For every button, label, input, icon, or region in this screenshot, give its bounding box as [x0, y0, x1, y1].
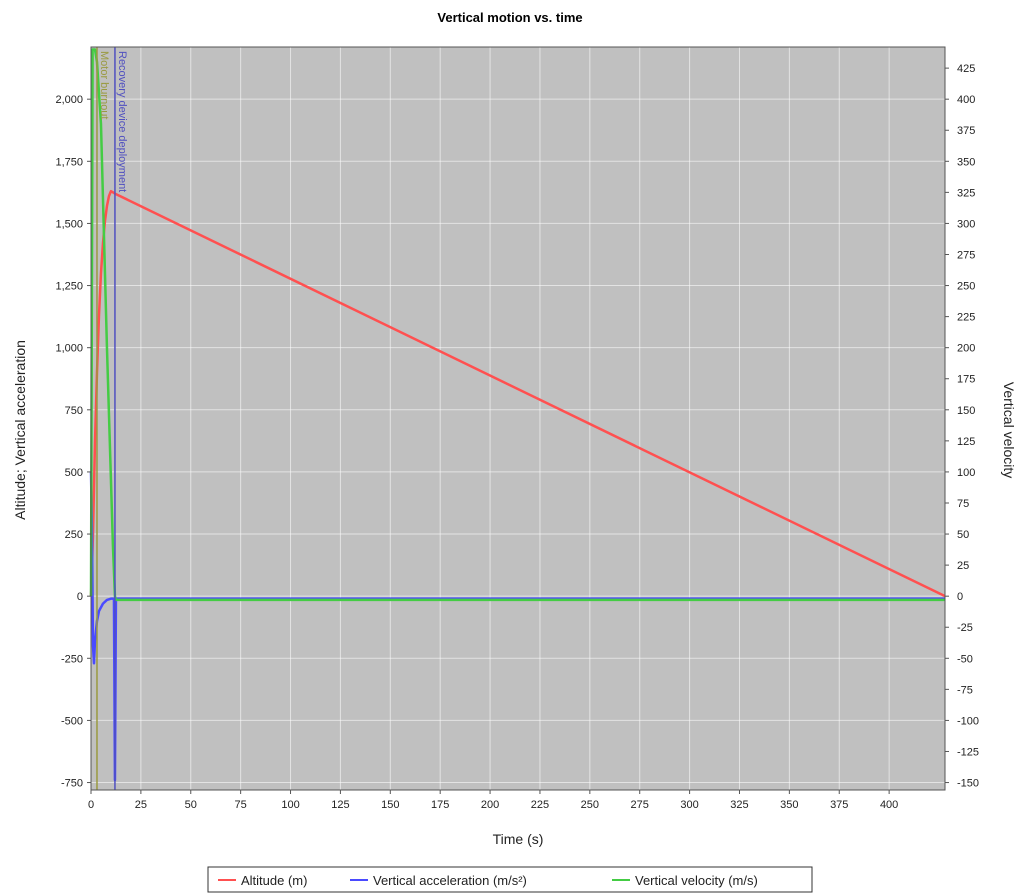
event-motor-burnout-label: Motor burnout — [98, 51, 110, 119]
legend-label-velocity: Vertical velocity (m/s) — [635, 873, 758, 888]
x-tick-label: 75 — [235, 799, 247, 811]
legend-label-altitude: Altitude (m) — [241, 873, 307, 888]
y-right-tick-label: 100 — [957, 467, 975, 479]
y-right-tick-label: 25 — [957, 560, 969, 572]
y-right-tick-label: -25 — [957, 622, 973, 634]
y-right-tick-label: 425 — [957, 63, 975, 75]
y-right-tick-label: 325 — [957, 187, 975, 199]
x-tick-label: 275 — [631, 799, 649, 811]
y-right-tick-label: 300 — [957, 218, 975, 230]
y-right-tick-label: -75 — [957, 684, 973, 696]
y-right-tick-label: -100 — [957, 715, 979, 727]
x-tick-label: 325 — [730, 799, 748, 811]
y-left-tick-label: 2,000 — [55, 94, 83, 106]
plot-frame — [90, 46, 946, 791]
x-tick-label: 100 — [281, 799, 299, 811]
legend: Altitude (m) Vertical acceleration (m/s²… — [207, 866, 813, 893]
y-right-tick-label: -150 — [957, 778, 979, 790]
chart-title: Vertical motion vs. time — [437, 10, 582, 25]
y-right-tick-label: 275 — [957, 249, 975, 261]
y-left-tick-label: 500 — [65, 467, 83, 479]
y-left-tick-label: -750 — [61, 778, 83, 790]
y-right-tick-label: 250 — [957, 281, 975, 293]
y-right-tick-label: -125 — [957, 746, 979, 758]
x-tick-label: 0 — [88, 799, 94, 811]
y-left-tick-label: 1,250 — [55, 281, 83, 293]
x-tick-label: 125 — [331, 799, 349, 811]
x-tick-label: 375 — [830, 799, 848, 811]
y-right-tick-label: 50 — [957, 529, 969, 541]
y-left-tick-label: -250 — [61, 653, 83, 665]
y-right-tick-label: 200 — [957, 343, 975, 355]
y-right-tick-label: 350 — [957, 156, 975, 168]
y-left-tick-label: -500 — [61, 715, 83, 727]
y-right-tick-label: 175 — [957, 374, 975, 386]
x-tick-label: 350 — [780, 799, 798, 811]
y-right-tick-label: 0 — [957, 591, 963, 603]
y-right-tick-label: 375 — [957, 125, 975, 137]
y-left-tick-label: 0 — [77, 591, 83, 603]
y-left-tick-label: 750 — [65, 405, 83, 417]
y-right-tick-label: 75 — [957, 498, 969, 510]
x-axis-title: Time (s) — [493, 831, 544, 847]
y-right-tick-label: 225 — [957, 312, 975, 324]
y-right-tick-label: -50 — [957, 653, 973, 665]
plot-area — [91, 47, 945, 790]
x-tick-label: 25 — [135, 799, 147, 811]
y-left-tick-label: 250 — [65, 529, 83, 541]
x-tick-label: 150 — [381, 799, 399, 811]
legend-box — [207, 866, 813, 893]
y-left-tick-label: 1,000 — [55, 343, 83, 355]
event-recovery-deployment-label: Recovery device deployment — [116, 51, 128, 192]
x-tick-label: 400 — [880, 799, 898, 811]
y-right-tick-label: 125 — [957, 436, 975, 448]
x-tick-label: 175 — [431, 799, 449, 811]
grid — [90, 47, 945, 790]
x-tick-label: 50 — [185, 799, 197, 811]
y-axis-right-title: Vertical velocity — [1001, 382, 1017, 478]
x-tick-label: 225 — [531, 799, 549, 811]
y-left-tick-label: 1,500 — [55, 218, 83, 230]
y-left-tick-label: 1,750 — [55, 156, 83, 168]
y-right-tick-label: 400 — [957, 94, 975, 106]
x-tick-label: 250 — [581, 799, 599, 811]
legend-label-acceleration: Vertical acceleration (m/s²) — [373, 873, 527, 888]
y-axis-left-title: Altitude; Vertical acceleration — [12, 340, 28, 520]
y-right-tick-label: 150 — [957, 405, 975, 417]
x-tick-label: 300 — [680, 799, 698, 811]
x-tick-label: 200 — [481, 799, 499, 811]
